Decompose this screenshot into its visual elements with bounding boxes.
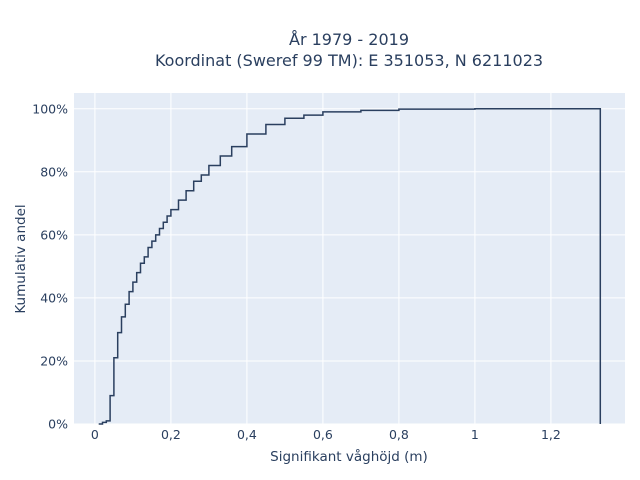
y-tick-label: 0% [48,417,68,432]
x-tick-label: 0,6 [313,427,333,442]
chart-title-line-2: Koordinat (Sweref 99 TM): E 351053, N 62… [155,51,543,70]
x-tick-label: 0,8 [389,427,409,442]
series-layer [98,108,602,425]
y-tick-label: 80% [40,164,68,179]
chart-title-line-1: År 1979 - 2019 [289,30,409,49]
series-line [98,108,602,425]
x-gridlines [94,93,552,424]
y-tick-label: 40% [40,290,68,305]
x-tick-label: 0 [91,427,99,442]
y-tick-label: 20% [40,353,68,368]
x-tick-label: 1,2 [541,427,561,442]
y-tick-label: 100% [32,101,68,116]
x-tick-label: 0,4 [237,427,257,442]
y-tick-labels: 0% 20% 40% 60% 80% 100% [32,101,68,431]
x-tick-label: 0,2 [161,427,181,442]
x-tick-label: 1 [471,427,479,442]
x-axis-label: Signifikant våghöjd (m) [270,448,428,465]
plot-background [74,93,625,424]
y-tick-label: 60% [40,227,68,242]
y-axis-label: Kumulativ andel [13,204,29,313]
x-tick-labels: 0 0,2 0,4 0,6 0,8 1 1,2 [91,427,561,442]
